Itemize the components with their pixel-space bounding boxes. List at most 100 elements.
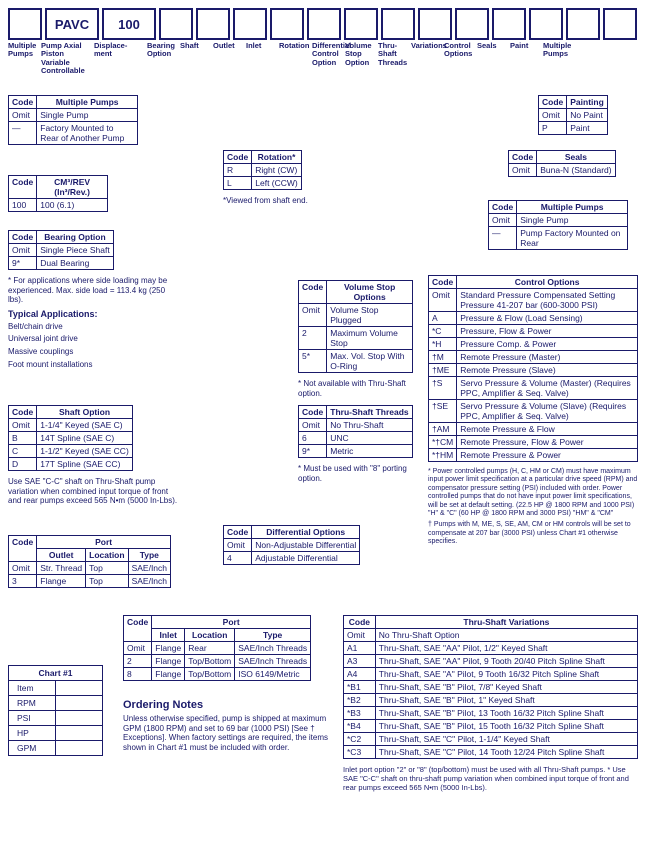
cell: Flange bbox=[37, 575, 86, 588]
table-title: Thru-Shaft Variations bbox=[375, 616, 637, 629]
cell: Standard Pressure Compensated Setting Pr… bbox=[457, 289, 638, 312]
code-header: Code bbox=[429, 276, 457, 289]
cell: Pressure & Flow (Load Sensing) bbox=[457, 312, 638, 325]
cell: SAE/Inch Threads bbox=[235, 655, 311, 668]
col-label: Bearing Option bbox=[147, 42, 177, 75]
chart1-table: Chart #1 Item RPM PSI HP GPM bbox=[8, 665, 103, 756]
code-header: Code bbox=[9, 536, 37, 562]
vstop-note: * Not available with Thru-Shaft option. bbox=[298, 379, 413, 398]
table-title: Port bbox=[152, 616, 311, 629]
table-title: Shaft Option bbox=[37, 406, 133, 419]
differential-table: CodeDifferential Options OmitNon-Adjusta… bbox=[223, 525, 360, 565]
cell: 9* bbox=[299, 445, 327, 458]
cell: 6 bbox=[299, 432, 327, 445]
table-title: CM³/REV (In³/Rev.) bbox=[37, 176, 108, 199]
cell: *B3 bbox=[344, 707, 376, 720]
chart1-title: Chart #1 bbox=[9, 666, 103, 681]
code-header: Code bbox=[224, 526, 252, 539]
cell: 1-1/4" Keyed (SAE C) bbox=[37, 419, 133, 432]
col-label: Differential Control Option bbox=[312, 42, 342, 75]
cell: A3 bbox=[344, 655, 376, 668]
cell: A1 bbox=[344, 642, 376, 655]
cell: *H bbox=[429, 338, 457, 351]
cell: *B1 bbox=[344, 681, 376, 694]
painting-table: CodePainting OmitNo Paint PPaint bbox=[538, 95, 608, 135]
code-box bbox=[603, 8, 637, 40]
table-title: Multiple Pumps bbox=[517, 201, 628, 214]
cell: Remote Pressure, Flow & Power bbox=[457, 436, 638, 449]
cell: Non-Adjustable Differential bbox=[252, 539, 360, 552]
cell: Dual Bearing bbox=[37, 257, 113, 270]
cell: Omit bbox=[429, 289, 457, 312]
cell: Servo Pressure & Volume (Master) (Requir… bbox=[457, 377, 638, 400]
table-title: Thru-Shaft Threads bbox=[327, 406, 412, 419]
cell: *†CM bbox=[429, 436, 457, 449]
code-box bbox=[344, 8, 378, 40]
col-header: Inlet bbox=[152, 629, 185, 642]
cell: †S bbox=[429, 377, 457, 400]
cell: *C bbox=[429, 325, 457, 338]
app-item: Universal joint drive bbox=[8, 334, 168, 344]
cell: Top/Bottom bbox=[185, 668, 235, 681]
cell: Omit bbox=[489, 214, 517, 227]
code-box: 100 bbox=[102, 8, 156, 40]
control-note1: * Power controlled pumps (H, C, HM or CM… bbox=[428, 468, 638, 518]
cell: Str. Thread bbox=[37, 562, 86, 575]
table-title: Rotation* bbox=[252, 151, 302, 164]
cell: Single Pump bbox=[517, 214, 628, 227]
code-box bbox=[8, 8, 42, 40]
cell: Remote Pressure (Slave) bbox=[457, 364, 638, 377]
cell: Thru-Shaft, SAE "A" Pilot, 9 Tooth 16/32… bbox=[375, 668, 637, 681]
cell: Pressure Comp. & Power bbox=[457, 338, 638, 351]
cell: *†HM bbox=[429, 449, 457, 462]
cell: No Paint bbox=[567, 109, 608, 122]
cell: Thru-Shaft, SAE "B" Pilot, 7/8" Keyed Sh… bbox=[375, 681, 637, 694]
cell: Pressure, Flow & Power bbox=[457, 325, 638, 338]
cell: Omit bbox=[124, 642, 152, 655]
code-header: Code bbox=[9, 231, 37, 244]
code-header: Code bbox=[9, 96, 37, 109]
multiple-pumps-table: CodeMultiple Pumps OmitSingle Pump —Fact… bbox=[8, 95, 138, 145]
cell: Omit bbox=[344, 629, 376, 642]
cell: *C3 bbox=[344, 746, 376, 759]
col-label: Rotation bbox=[279, 42, 309, 75]
cell: 8 bbox=[124, 668, 152, 681]
cell: 5* bbox=[299, 350, 327, 373]
code-box bbox=[159, 8, 193, 40]
port-outlet-table: CodePort OutletLocationType OmitStr. Thr… bbox=[8, 535, 171, 588]
cell: Pump Factory Mounted on Rear bbox=[517, 227, 628, 250]
code-header: Code bbox=[9, 176, 37, 199]
cell: Top bbox=[86, 562, 128, 575]
col-label: Displace-ment bbox=[94, 42, 144, 75]
col-label: Pump Axial Piston Variable Controllable bbox=[41, 42, 91, 75]
cell: Top bbox=[86, 575, 128, 588]
cell: 100 (6.1) bbox=[37, 199, 108, 212]
col-label: Thru-Shaft Threads bbox=[378, 42, 408, 75]
cell: †SE bbox=[429, 400, 457, 423]
app-item: Massive couplings bbox=[8, 347, 168, 357]
col-header: Location bbox=[185, 629, 235, 642]
cell: Omit bbox=[9, 562, 37, 575]
cell: P bbox=[539, 122, 567, 135]
table-title: Control Options bbox=[457, 276, 638, 289]
table-title: Multiple Pumps bbox=[37, 96, 138, 109]
cell: 9* bbox=[9, 257, 37, 270]
displacement-table: CodeCM³/REV (In³/Rev.) 100100 (6.1) bbox=[8, 175, 108, 212]
cell: Top/Bottom bbox=[185, 655, 235, 668]
rotation-table: CodeRotation* RRight (CW) LLeft (CCW) bbox=[223, 150, 302, 190]
cell: Omit bbox=[539, 109, 567, 122]
cell: Flange bbox=[152, 642, 185, 655]
code-box bbox=[566, 8, 600, 40]
col-label: Outlet bbox=[213, 42, 243, 75]
cell: Paint bbox=[567, 122, 608, 135]
code-header: Code bbox=[489, 201, 517, 214]
cell: 17T Spline (SAE CC) bbox=[37, 458, 133, 471]
code-header: Code bbox=[299, 281, 327, 304]
code-box bbox=[196, 8, 230, 40]
cell: *B2 bbox=[344, 694, 376, 707]
cell: — bbox=[9, 122, 37, 145]
cell: A4 bbox=[344, 668, 376, 681]
cell: Thru-Shaft, SAE "C" Pilot, 14 Tooth 12/2… bbox=[375, 746, 637, 759]
cell: Thru-Shaft, SAE "AA" Pilot, 9 Tooth 20/4… bbox=[375, 655, 637, 668]
bearing-note: * For applications where side loading ma… bbox=[8, 276, 168, 305]
